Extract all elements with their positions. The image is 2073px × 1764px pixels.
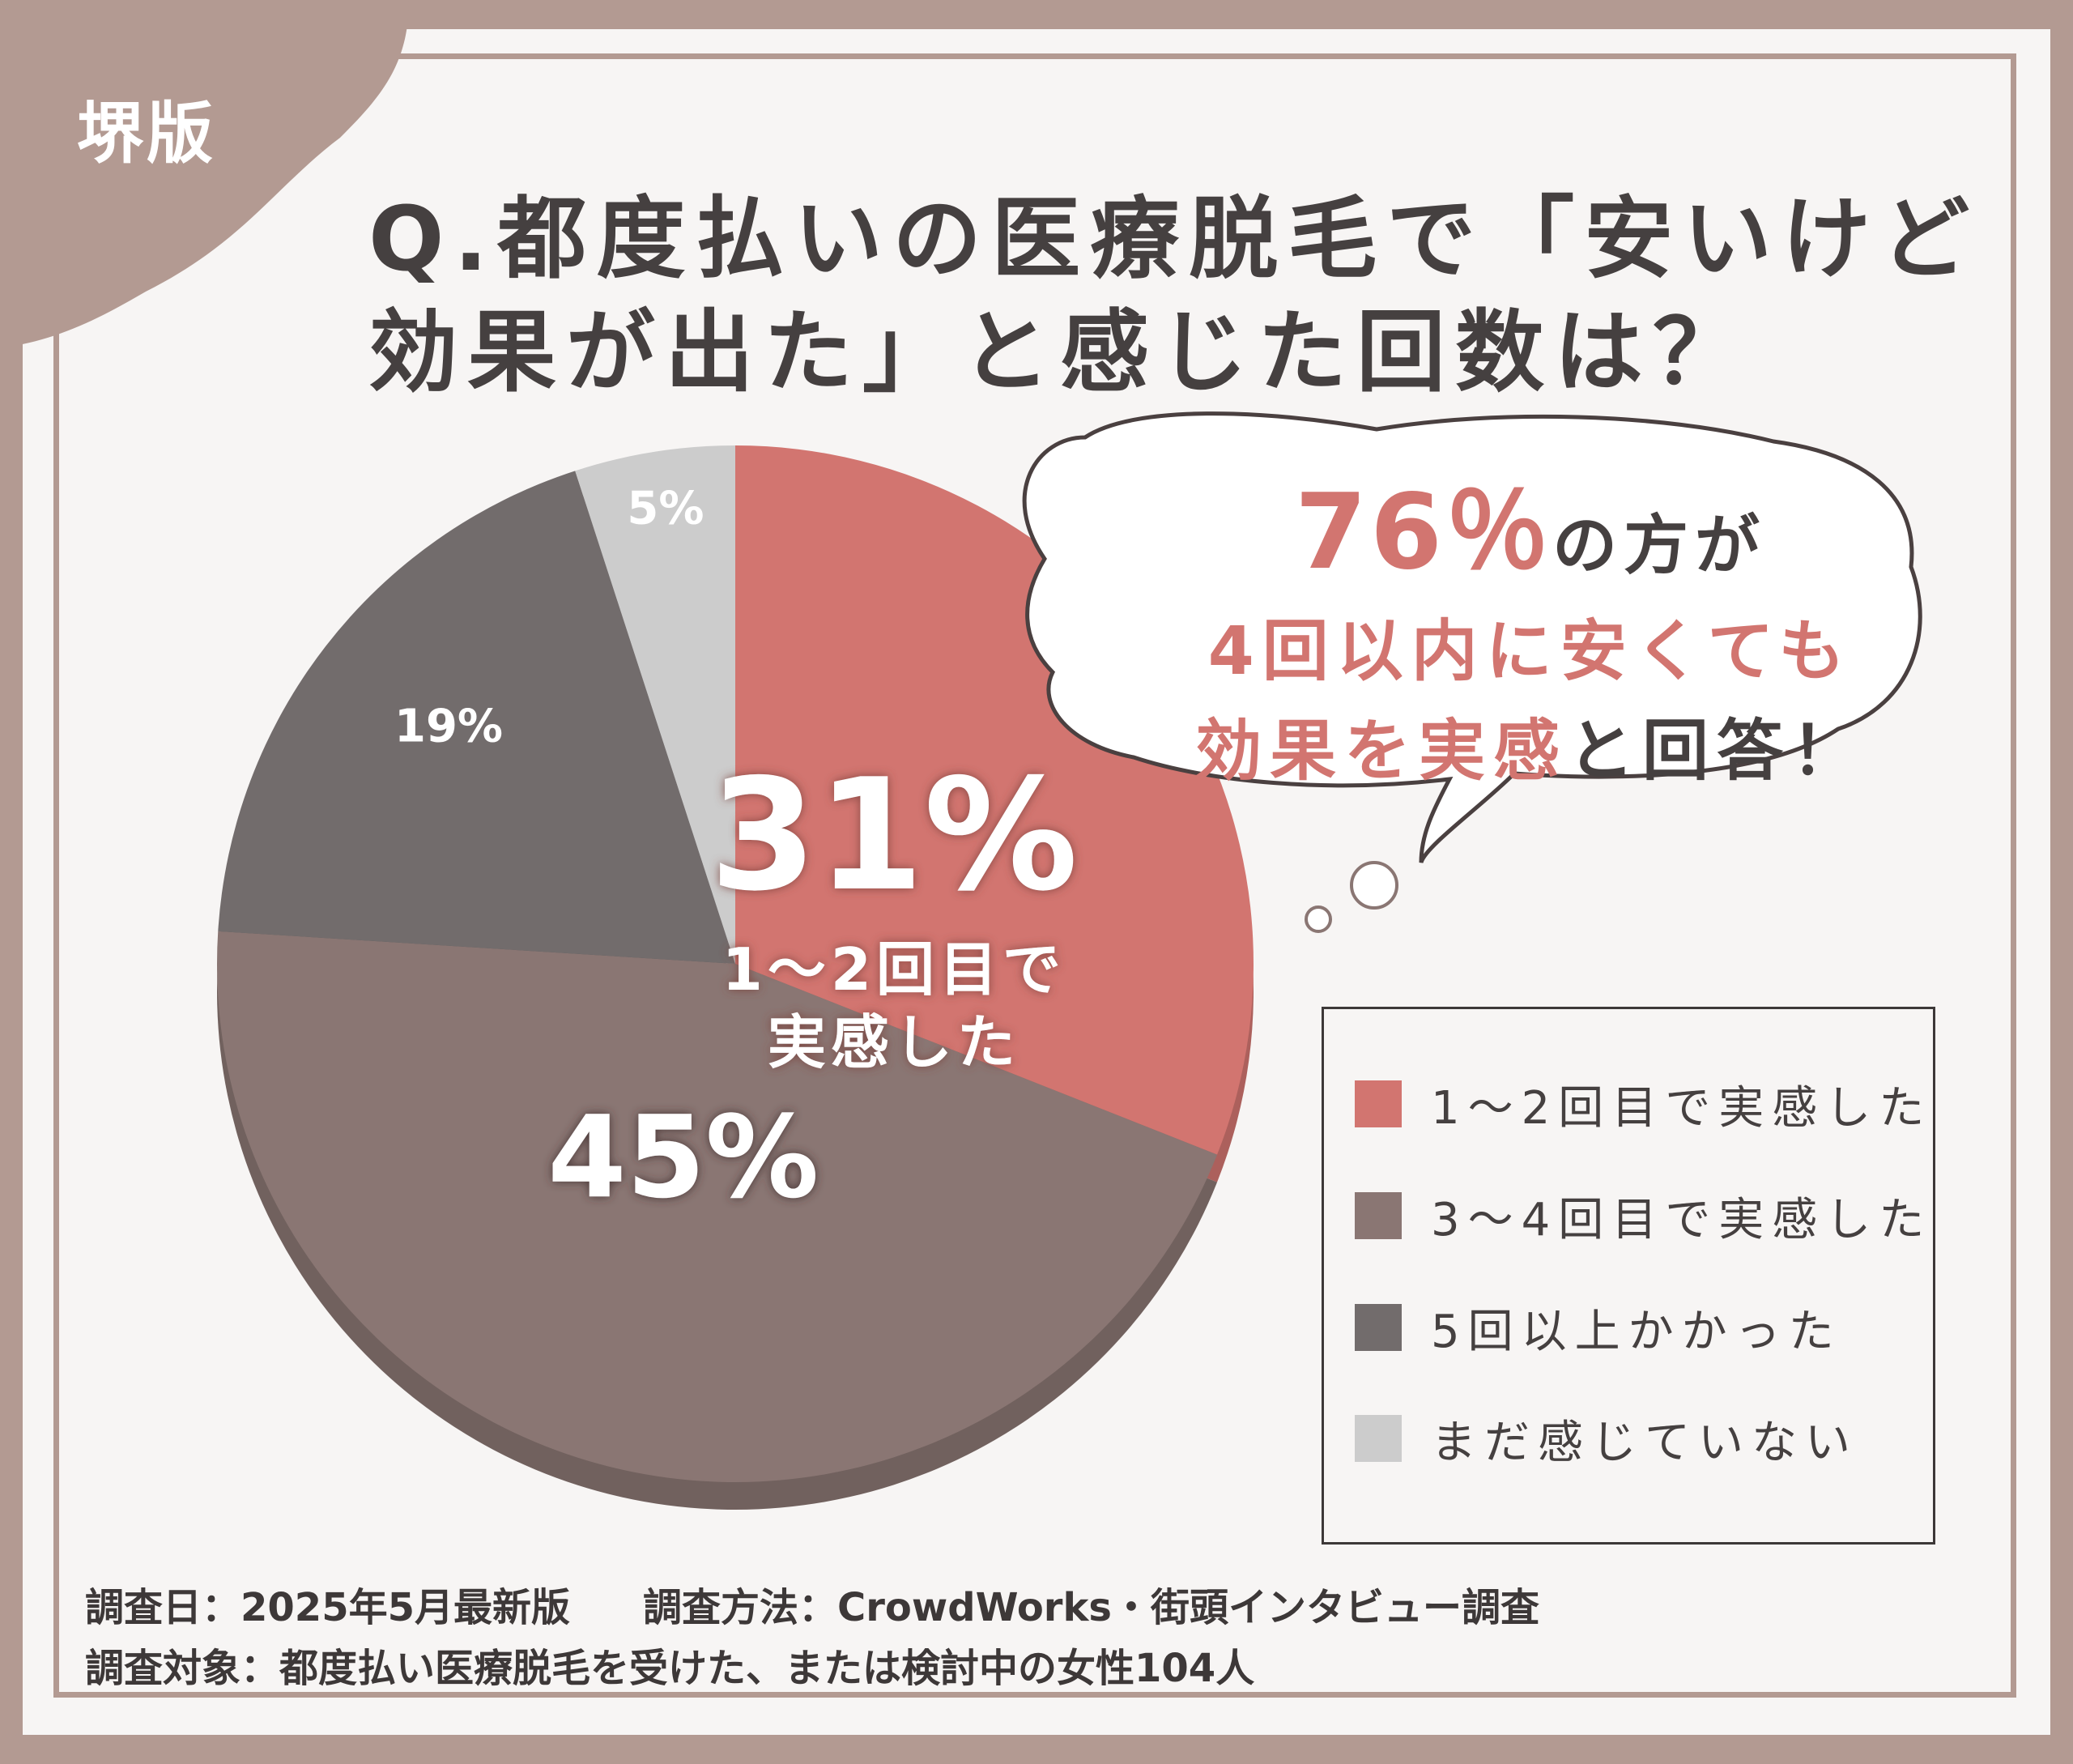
pie-labels: 31% 1～2回目で実感した 45% 19% 5% (394, 482, 1078, 1224)
callout-line-1: 76％の方が (1053, 478, 2008, 601)
legend-item: 3～4回目で実感した (1355, 1191, 1932, 1246)
legend-label: 5回以上かかった (1431, 1305, 1842, 1358)
legend-swatch (1355, 1192, 1402, 1239)
callout-line-2: 4回以内に安くても (1207, 613, 1854, 690)
survey-method: 調査方法：CrowdWorks・街頭インタビュー調査 (643, 1585, 1539, 1630)
speech-bubble (1022, 411, 1922, 933)
callout-percentage: 76％ (1294, 472, 1553, 593)
footer-line-1: 調査日：2025年5月最新版 調査方法：CrowdWorks・街頭インタビュー調査 (85, 1575, 1539, 1632)
legend-item: 5回以上かかった (1355, 1303, 1842, 1358)
legend-label: まだ感じていない (1431, 1416, 1858, 1469)
legend-item: まだ感じていない (1355, 1414, 1858, 1469)
callout-line-3: 効果を実感と回答！ (1053, 703, 2008, 800)
pie-slice-label: 31% (709, 746, 1078, 925)
pie-slice-label: 45% (547, 1092, 819, 1224)
survey-date: 調査日：2025年5月最新版 (85, 1585, 570, 1630)
pie-slice (218, 471, 735, 964)
legend-label: 3～4回目で実感した (1431, 1193, 1933, 1246)
inner-border (53, 53, 2016, 1698)
legend-swatch (1355, 1415, 1402, 1462)
pie-slice (575, 445, 735, 964)
callout-text: 76％の方が 4回以内に安くても 効果を実感と回答！ (1053, 478, 2008, 800)
pie-slice-label: 19% (394, 700, 503, 752)
highlight-caption: 1～2回目で (722, 935, 1066, 1003)
title-line-1: Q.都度払いの医療脱毛で「安いけど (368, 187, 1980, 291)
pie-slice-label: 5% (627, 482, 704, 535)
pie-slice (217, 931, 1218, 1483)
callout-emphasis: 効果を実感 (1194, 713, 1568, 790)
legend-label: 1～2回目で実感した (1431, 1081, 1933, 1135)
title-line-2: 効果が出た」と感じた回数は？ (368, 300, 1752, 404)
highlight-caption: 実感した (768, 1008, 1020, 1076)
callout-tail: と回答！ (1568, 713, 1867, 790)
legend-box: 1～2回目で実感した 3～4回目で実感した 5回以上かかった まだ感じていない (1322, 1007, 1935, 1545)
corner-badge-shape (0, 0, 409, 348)
badge-label: 堺版 (77, 96, 217, 173)
callout-suffix: の方が (1552, 508, 1767, 583)
legend-item: 1～2回目で実感した (1355, 1080, 1932, 1135)
survey-target: 調査対象：都度払い医療脱毛を受けた、または検討中の女性104人 (85, 1646, 1255, 1691)
legend-swatch (1355, 1304, 1402, 1351)
legend-swatch (1355, 1080, 1402, 1127)
